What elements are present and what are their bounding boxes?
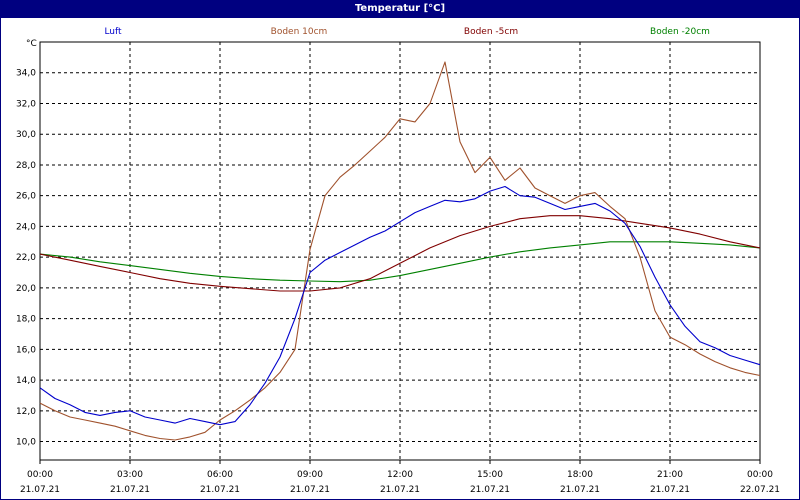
y-tick-label: 20,0 — [16, 284, 36, 294]
legend-entry: Luft — [104, 27, 122, 37]
y-tick-label: 32,0 — [16, 99, 36, 109]
legend-entry: Boden 10cm — [271, 27, 328, 37]
series-line-boden-5cm — [39, 215, 761, 292]
x-tick-date-label: 22.07.21 — [740, 485, 780, 495]
x-tick-time-label: 00:00 — [747, 470, 773, 480]
plot-area-border — [39, 41, 761, 461]
y-tick-label: 10,0 — [16, 438, 36, 448]
x-tick-time-label: 03:00 — [117, 470, 143, 480]
x-tick-time-label: 18:00 — [567, 470, 593, 480]
x-tick-date-label: 21.07.21 — [560, 485, 600, 495]
x-tick-time-label: 21:00 — [657, 470, 683, 480]
series-line-boden-10cm — [39, 61, 761, 441]
y-tick-label: 16,0 — [16, 345, 36, 355]
y-tick-label: 22,0 — [16, 253, 36, 263]
x-tick-date-label: 21.07.21 — [380, 485, 420, 495]
y-tick-label: 12,0 — [16, 407, 36, 417]
x-tick-date-label: 21.07.21 — [200, 485, 240, 495]
series-lines — [39, 61, 761, 441]
axes — [39, 41, 761, 464]
y-tick-labels: 10,0 12,0 14,0 16,0 18,0 20,0 22,0 24,0 26,0 28,0… — [16, 69, 36, 448]
x-tick-date-label: 21.07.21 — [20, 485, 60, 495]
x-tick-date-label: 21.07.21 — [290, 485, 330, 495]
x-tick-date-label: 21.07.21 — [470, 485, 510, 495]
grid-lines — [40, 42, 760, 460]
y-tick-label: 28,0 — [16, 161, 36, 171]
y-tick-label: 14,0 — [16, 376, 36, 386]
legend: Luft Boden 10cm Boden -5cm Boden -20cm — [104, 27, 710, 37]
x-tick-time-label: 09:00 — [297, 470, 323, 480]
x-tick-time-label: 06:00 — [207, 470, 233, 480]
y-axis-unit: °C — [26, 39, 37, 49]
title-bar: Temperatur [°C] — [0, 0, 800, 18]
x-tick-time-label: 15:00 — [477, 470, 503, 480]
x-tick-date-label: 21.07.21 — [650, 485, 690, 495]
x-tick-time-label: 12:00 — [387, 470, 413, 480]
series-line-luft — [39, 185, 761, 426]
y-tick-label: 24,0 — [16, 222, 36, 232]
x-tick-date-label: 21.07.21 — [110, 485, 150, 495]
series-line-boden-20cm — [39, 241, 761, 283]
y-tick-label: 26,0 — [16, 192, 36, 202]
y-tick-label: 30,0 — [16, 130, 36, 140]
y-tick-label: 18,0 — [16, 315, 36, 325]
y-tick-label: 34,0 — [16, 69, 36, 79]
x-tick-labels: 00:00 21.07.21 03:00 21.07.21 06:00 21.07.21 0… — [20, 470, 780, 495]
chart-title: Temperatur [°C] — [354, 3, 446, 14]
x-tick-time-label: 00:00 — [27, 470, 53, 480]
legend-entry: Boden -20cm — [650, 27, 710, 37]
legend-entry: Boden -5cm — [464, 27, 518, 37]
